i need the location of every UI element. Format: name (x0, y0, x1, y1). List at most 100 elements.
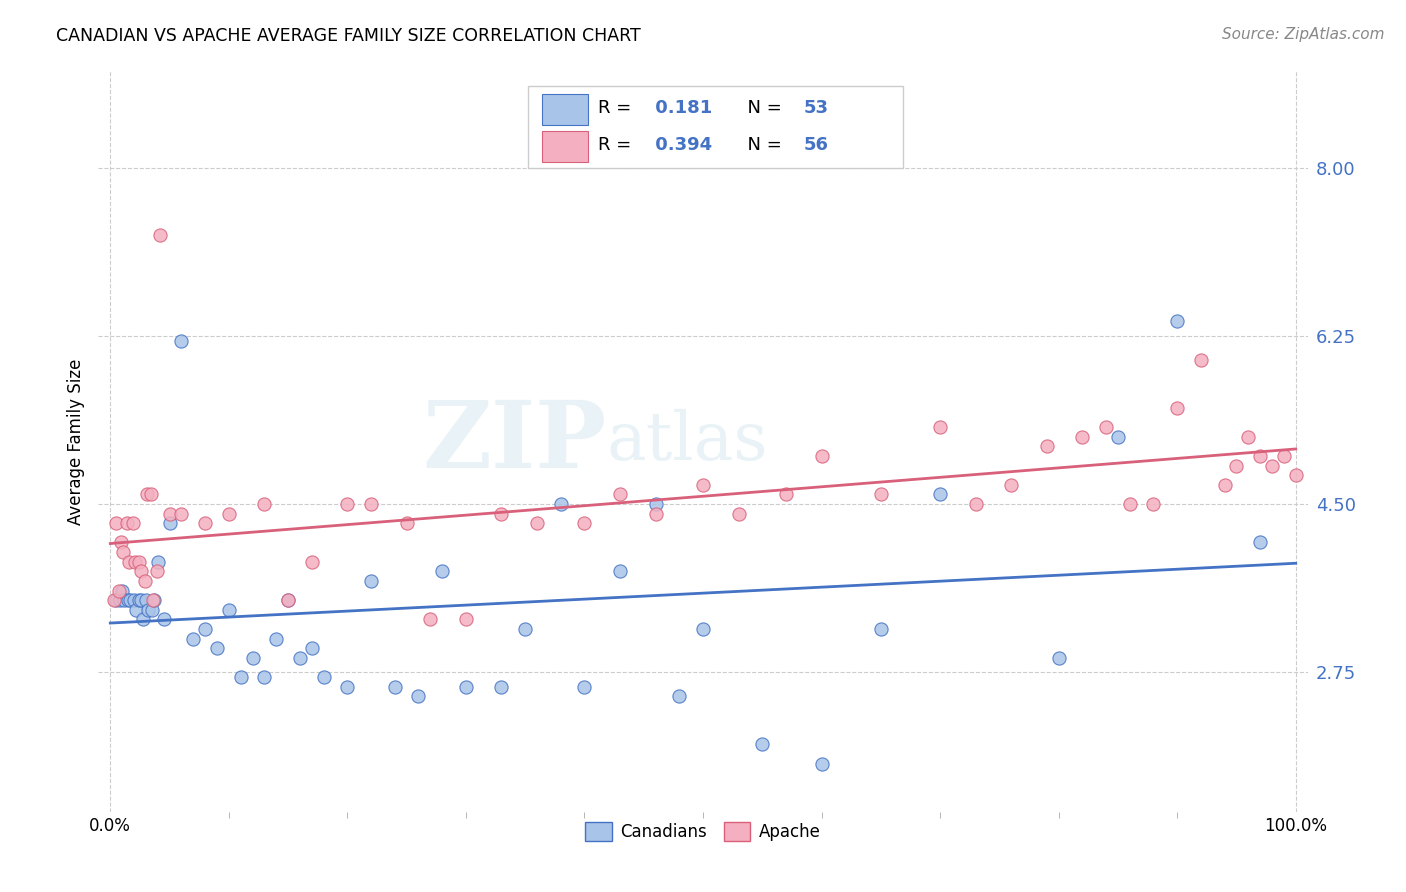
Point (253, 670, 276, 684)
Text: Source: ZipAtlas.com: Source: ZipAtlas.com (1222, 27, 1385, 42)
Point (491, 680, 513, 694)
Point (336, 497, 359, 511)
Point (146, 555, 169, 569)
Point (129, 593, 152, 607)
Point (1000, 478, 1022, 492)
FancyBboxPatch shape (543, 94, 588, 125)
Point (108, 593, 131, 607)
Point (142, 593, 165, 607)
Text: 0.181: 0.181 (648, 99, 711, 118)
Point (408, 690, 430, 704)
Point (118, 555, 141, 569)
Point (1095, 420, 1118, 434)
Point (218, 603, 240, 617)
Point (1237, 430, 1260, 444)
Text: 56: 56 (803, 136, 828, 154)
Text: atlas: atlas (606, 409, 768, 475)
Point (136, 603, 159, 617)
Point (965, 497, 987, 511)
Point (159, 507, 181, 521)
Point (869, 622, 891, 636)
Point (1166, 401, 1188, 415)
Point (1261, 458, 1284, 473)
Point (1249, 449, 1271, 463)
Point (105, 593, 128, 607)
Point (117, 593, 139, 607)
Point (152, 612, 174, 626)
Point (432, 565, 454, 579)
Point (194, 622, 217, 636)
Point (103, 593, 125, 607)
Text: 53: 53 (803, 99, 828, 118)
Point (301, 555, 323, 569)
Point (751, 738, 773, 752)
Point (105, 516, 128, 531)
Point (114, 593, 136, 607)
FancyBboxPatch shape (527, 87, 903, 168)
Point (264, 632, 287, 646)
Y-axis label: Average Family Size: Average Family Size (66, 359, 84, 524)
Point (929, 487, 952, 501)
Point (218, 507, 240, 521)
Point (132, 612, 155, 626)
Point (253, 497, 276, 511)
Point (574, 516, 596, 531)
Point (205, 641, 228, 656)
Point (139, 487, 162, 501)
Point (336, 680, 359, 694)
Point (692, 478, 714, 492)
Point (384, 680, 406, 694)
Point (115, 516, 138, 531)
Point (1142, 497, 1164, 511)
Text: N =: N = (735, 99, 787, 118)
Point (609, 565, 631, 579)
Text: 0.394: 0.394 (648, 136, 711, 154)
Point (515, 622, 537, 636)
Point (229, 670, 252, 684)
Point (775, 487, 797, 501)
Point (1036, 439, 1059, 453)
Point (550, 497, 572, 511)
Point (1213, 478, 1236, 492)
Point (277, 593, 299, 607)
Point (120, 593, 142, 607)
Point (609, 487, 631, 501)
Point (128, 555, 150, 569)
Point (727, 507, 749, 521)
Point (574, 680, 596, 694)
Point (1166, 314, 1188, 328)
Point (242, 651, 264, 665)
Point (644, 507, 666, 521)
Point (810, 756, 832, 771)
Point (134, 574, 156, 588)
Point (136, 487, 159, 501)
Point (312, 670, 335, 684)
Point (122, 593, 145, 607)
Point (121, 516, 143, 531)
Point (125, 603, 148, 617)
Text: R =: R = (598, 99, 637, 118)
Point (141, 603, 163, 617)
Point (1107, 430, 1129, 444)
Point (112, 545, 135, 559)
Point (454, 680, 477, 694)
Text: N =: N = (735, 136, 787, 154)
Point (107, 583, 129, 598)
Text: ZIP: ZIP (422, 397, 606, 486)
Point (644, 497, 666, 511)
Point (1225, 458, 1247, 473)
Point (668, 690, 690, 704)
Point (1272, 449, 1295, 463)
Point (491, 507, 513, 521)
Point (395, 516, 418, 531)
FancyBboxPatch shape (543, 130, 588, 161)
Point (159, 516, 181, 531)
Point (145, 565, 167, 579)
Point (111, 583, 134, 598)
Point (170, 507, 193, 521)
Point (277, 593, 299, 607)
Legend: Canadians, Apache: Canadians, Apache (579, 816, 827, 847)
Point (1249, 535, 1271, 549)
Point (1119, 497, 1142, 511)
Point (128, 593, 150, 607)
